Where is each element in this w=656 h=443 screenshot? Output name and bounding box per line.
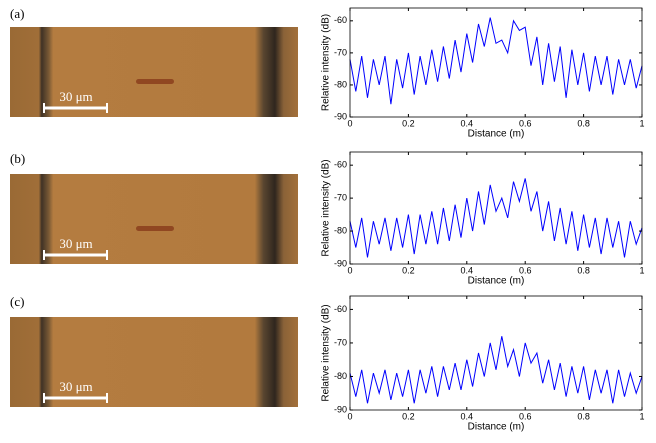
- x-tick-label: 0.4: [461, 411, 474, 421]
- x-tick-label: 0: [347, 411, 352, 421]
- y-tick-label: -80: [334, 225, 347, 235]
- y-tick-label: -70: [334, 337, 347, 347]
- y-tick-label: -90: [334, 258, 347, 268]
- x-tick-label: 0.8: [577, 118, 590, 128]
- x-tick-label: 0.6: [519, 118, 532, 128]
- axes-box: [349, 151, 643, 265]
- plot-area: [350, 152, 642, 264]
- micrograph: [10, 317, 298, 407]
- x-tick-label: 0.6: [519, 265, 532, 275]
- x-tick-label: 0.4: [461, 265, 474, 275]
- axes-box: [349, 295, 643, 411]
- x-tick-label: 0: [347, 265, 352, 275]
- y-axis-label: Relative intensity (dB): [321, 14, 332, 111]
- fiber: [136, 226, 174, 231]
- y-axis-label: Relative intensity (dB): [321, 159, 332, 256]
- scale-bar-label: 30 μm: [59, 89, 92, 104]
- x-axis-label: Distance (m): [468, 276, 525, 287]
- scale-bar-label: 30 μm: [59, 379, 92, 394]
- y-tick-label: -60: [334, 160, 347, 170]
- x-tick-label: 0.6: [519, 411, 532, 421]
- fiber: [136, 79, 174, 84]
- scale-bar-label: 30 μm: [59, 236, 92, 251]
- trace: [349, 178, 643, 258]
- x-tick-label: 0.8: [577, 265, 590, 275]
- y-tick-label: -80: [334, 79, 347, 89]
- plot-area: [350, 8, 642, 117]
- axes-box: [349, 7, 643, 118]
- y-tick-label: -90: [334, 111, 347, 121]
- panel-label: (c): [10, 294, 24, 309]
- panel-label: (a): [10, 6, 24, 21]
- x-axis-label: Distance (m): [468, 129, 525, 140]
- y-tick-label: -90: [334, 404, 347, 414]
- x-tick-label: 0.4: [461, 118, 474, 128]
- x-tick-label: 1: [639, 265, 644, 275]
- x-tick-label: 1: [639, 118, 644, 128]
- x-axis-label: Distance (m): [468, 422, 525, 433]
- y-tick-label: -70: [334, 192, 347, 202]
- y-tick-label: -60: [334, 304, 347, 314]
- x-tick-label: 0.2: [402, 118, 415, 128]
- trace: [349, 336, 643, 404]
- y-tick-label: -60: [334, 15, 347, 25]
- y-axis-label: Relative intensity (dB): [321, 304, 332, 401]
- y-tick-label: -80: [334, 371, 347, 381]
- x-tick-label: 0.2: [402, 411, 415, 421]
- panel-label: (b): [10, 151, 25, 166]
- x-tick-label: 0.2: [402, 265, 415, 275]
- x-tick-label: 0: [347, 118, 352, 128]
- micrograph: [10, 27, 298, 117]
- micrograph: [10, 174, 298, 264]
- x-tick-label: 1: [639, 411, 644, 421]
- y-tick-label: -70: [334, 47, 347, 57]
- trace: [349, 17, 643, 105]
- plot-area: [350, 296, 642, 410]
- x-tick-label: 0.8: [577, 411, 590, 421]
